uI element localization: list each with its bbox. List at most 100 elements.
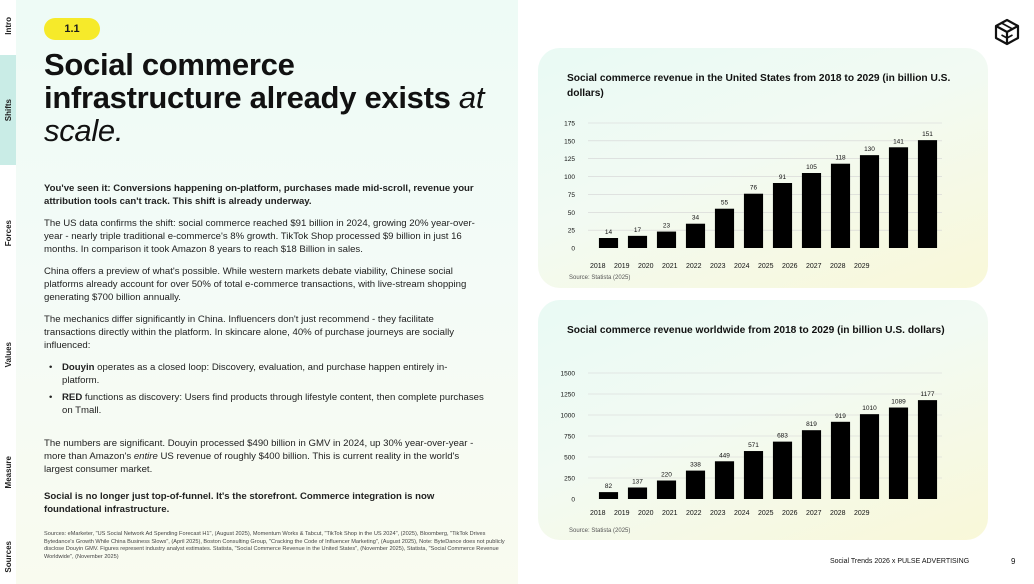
y-tick-label: 1500	[561, 371, 576, 378]
x-tick-label: 2021	[662, 263, 678, 270]
bar	[598, 238, 619, 248]
bar	[627, 487, 648, 499]
closing-paragraph: Social is no longer just top-of-funnel. …	[44, 491, 435, 515]
x-tick-label: 2028	[830, 263, 846, 270]
list-item-term: Douyin	[62, 362, 95, 373]
sidebar-item-label: Forces	[3, 219, 13, 247]
page-number: 9	[1011, 557, 1016, 566]
x-tick-label: 2018	[590, 510, 606, 517]
data-label: 919	[835, 413, 846, 420]
bar	[801, 173, 822, 248]
sidebar-item-label: Sources	[3, 541, 13, 573]
y-tick-label: 100	[564, 174, 575, 181]
data-label: 14	[605, 229, 613, 236]
list-item-term: RED	[62, 392, 83, 403]
x-tick-label: 2022	[686, 510, 702, 517]
x-tick-label: 2027	[806, 263, 822, 270]
sidebar-item-sources[interactable]: Sources	[0, 530, 16, 584]
x-tick-label: 2020	[638, 263, 654, 270]
paragraph-numbers-em: entire	[133, 451, 158, 462]
bar	[598, 492, 619, 499]
x-tick-label: 2029	[854, 263, 870, 270]
paragraph-china: China offers a preview of what's possibl…	[44, 266, 467, 303]
data-label: 819	[806, 421, 817, 428]
bar	[743, 193, 764, 248]
data-label: 91	[779, 174, 787, 181]
bar	[685, 223, 706, 248]
platform-list: Douyin operates as a closed loop: Discov…	[44, 361, 484, 417]
y-tick-label: 150	[564, 138, 575, 145]
data-label: 55	[721, 200, 729, 207]
data-label: 137	[632, 478, 643, 485]
data-label: 34	[692, 215, 700, 222]
data-label: 683	[777, 433, 788, 440]
x-tick-label: 2027	[806, 510, 822, 517]
x-tick-label: 2019	[614, 263, 630, 270]
body-text: You've seen it: Conversions happening on…	[44, 182, 484, 525]
data-label: 141	[893, 138, 904, 145]
y-tick-label: 0	[571, 497, 575, 504]
data-label: 220	[661, 472, 672, 479]
x-tick-label: 2023	[710, 263, 726, 270]
bar	[917, 140, 938, 248]
section-sidebar: Intro Shifts Forces Values Measure Sourc…	[0, 0, 16, 584]
bar	[714, 461, 735, 499]
x-tick-label: 2022	[686, 263, 702, 270]
bar	[830, 163, 851, 248]
bar	[743, 451, 764, 499]
x-tick-label: 2025	[758, 510, 774, 517]
sidebar-item-forces[interactable]: Forces	[0, 168, 16, 298]
y-tick-label: 175	[564, 121, 575, 128]
x-tick-label: 2026	[782, 510, 798, 517]
list-item: Douyin operates as a closed loop: Discov…	[44, 361, 484, 387]
sidebar-item-label: Shifts	[3, 98, 13, 122]
x-tick-label: 2029	[854, 510, 870, 517]
sidebar-item-label: Values	[3, 342, 13, 368]
chart-card-us: Social commerce revenue in the United St…	[538, 48, 988, 288]
bar	[714, 208, 735, 248]
data-label: 1010	[862, 405, 877, 412]
bar	[830, 421, 851, 499]
y-tick-label: 0	[571, 246, 575, 253]
x-tick-label: 2024	[734, 263, 750, 270]
bar-chart-us: 0 25 50 75 100 125 150 175 14 2018 17 2019 23 2020 34 2…	[564, 121, 942, 270]
y-tick-label: 500	[564, 455, 575, 462]
sources-footnote: Sources: eMarketer, "US Social Network A…	[44, 531, 505, 560]
x-tick-label: 2028	[830, 510, 846, 517]
lead-paragraph: You've seen it: Conversions happening on…	[44, 183, 474, 207]
y-tick-label: 25	[568, 228, 576, 235]
y-tick-label: 75	[568, 192, 576, 199]
sidebar-item-shifts[interactable]: Shifts	[0, 55, 16, 165]
y-tick-label: 50	[568, 210, 576, 217]
chart-title: Social commerce revenue in the United St…	[567, 73, 951, 99]
bar	[656, 231, 677, 248]
paragraph-numbers-a: The numbers are significant. Douyin proc…	[44, 438, 474, 462]
paragraph-mechanics: The mechanics differ significantly in Ch…	[44, 314, 455, 351]
x-tick-label: 2025	[758, 263, 774, 270]
x-tick-label: 2020	[638, 510, 654, 517]
data-label: 1089	[891, 399, 906, 406]
bar	[888, 147, 909, 248]
bar	[656, 480, 677, 499]
paragraph-numbers-b: US revenue of roughly $400 billion. This…	[44, 451, 460, 475]
sidebar-item-measure[interactable]: Measure	[0, 412, 16, 532]
data-label: 338	[690, 462, 701, 469]
cube-icon	[994, 18, 1020, 46]
chart-source: Source: Statista (2025)	[569, 275, 631, 281]
y-tick-label: 1250	[561, 392, 576, 399]
paragraph-us-data: The US data confirms the shift: social c…	[44, 218, 475, 255]
bar	[627, 235, 648, 248]
y-tick-label: 125	[564, 156, 575, 163]
bar	[917, 400, 938, 499]
sidebar-item-intro[interactable]: Intro	[0, 0, 16, 52]
bar-chart-worldwide: 0 250 500 750 1000 1250 1500 82 2018 137 2019 220 20…	[561, 371, 942, 517]
list-item: RED functions as discovery: Users find p…	[44, 391, 484, 417]
chart-source: Source: Statista (2025)	[569, 528, 631, 534]
sidebar-item-values[interactable]: Values	[0, 300, 16, 410]
bar	[772, 183, 793, 248]
page-title-bold: Social commerce infrastructure already e…	[44, 47, 451, 115]
data-label: 449	[719, 452, 730, 459]
data-label: 105	[806, 164, 817, 171]
page-title-light: at scale.	[44, 80, 485, 148]
data-label: 118	[835, 155, 846, 162]
